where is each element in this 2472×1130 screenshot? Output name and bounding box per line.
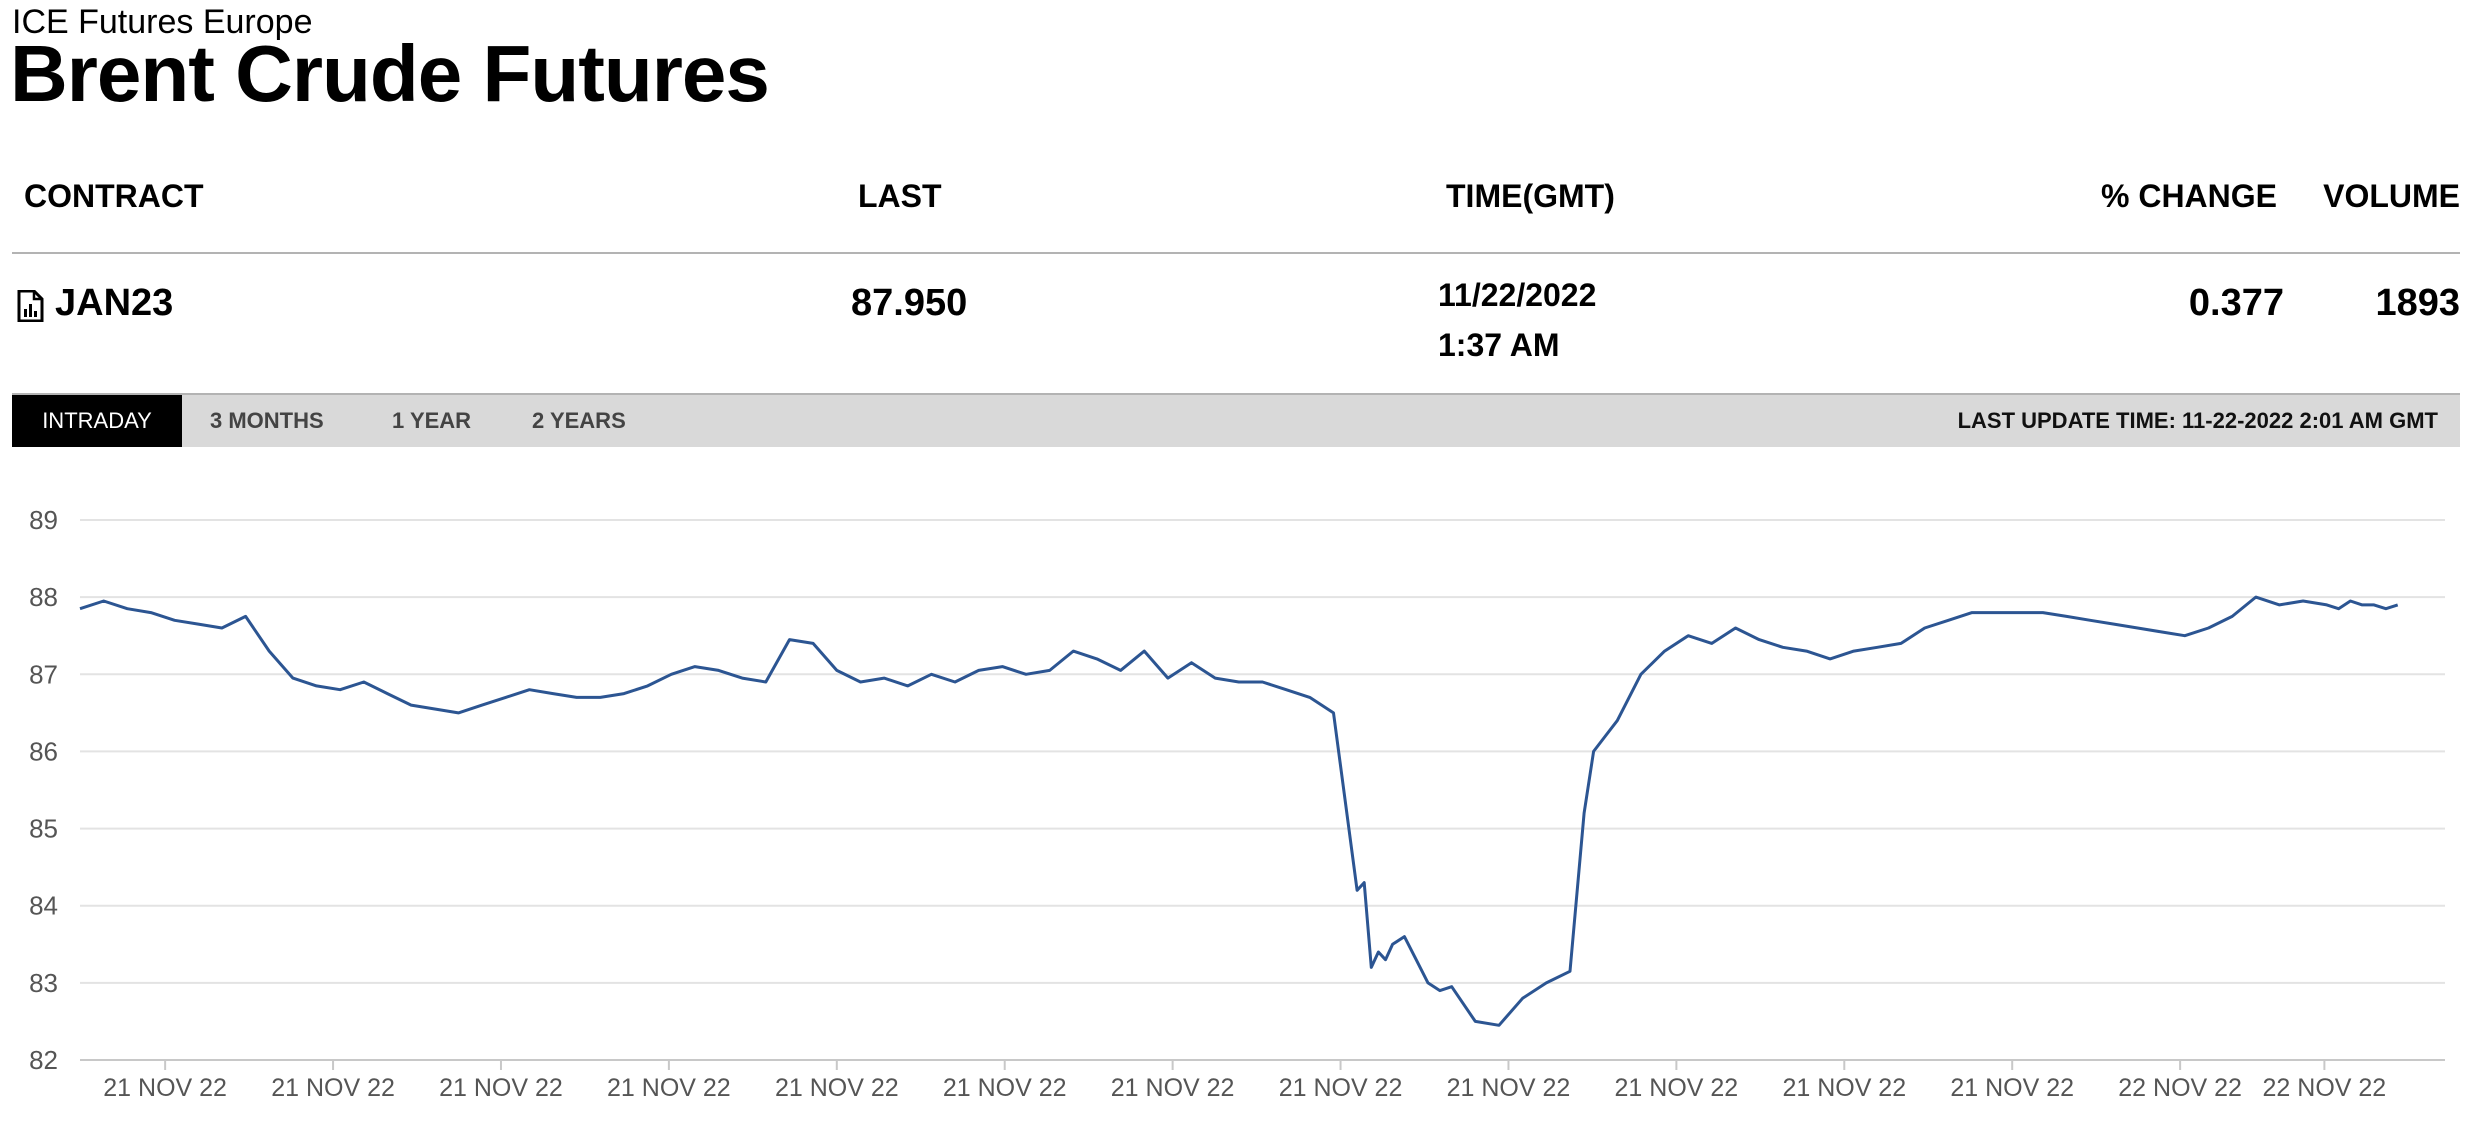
y-tick-label: 84 [29, 891, 58, 921]
x-tick-label: 21 NOV 22 [607, 1074, 731, 1102]
x-tick-label: 21 NOV 22 [103, 1074, 227, 1102]
y-tick-label: 83 [29, 968, 58, 998]
x-tick-label: 21 NOV 22 [1111, 1074, 1235, 1102]
x-tick-label: 21 NOV 22 [1950, 1074, 2074, 1102]
col-header-volume: VOLUME [2323, 178, 2460, 214]
y-tick-label: 89 [29, 505, 58, 535]
tab-intraday[interactable]: INTRADAY [12, 395, 182, 447]
document-chart-icon[interactable] [16, 290, 44, 322]
price-series-line [79, 595, 2399, 1027]
x-tick-label: 21 NOV 22 [775, 1074, 899, 1102]
trade-time: 1:37 AM [1438, 327, 1560, 363]
page-title: Brent Crude Futures [10, 29, 770, 118]
x-tick-label: 21 NOV 22 [943, 1074, 1067, 1102]
last-price: 87.950 [851, 282, 968, 324]
x-tick-label: 21 NOV 22 [439, 1074, 563, 1102]
x-tick-label: 21 NOV 22 [1615, 1074, 1739, 1102]
exchange-name: ICE Futures Europe [12, 3, 313, 41]
last-update-time: LAST UPDATE TIME: 11-22-2022 2:01 AM GMT [1957, 408, 2438, 433]
percent-change: 0.377 [2188, 282, 2284, 324]
y-tick-label: 86 [29, 736, 58, 766]
y-tick-label: 88 [29, 582, 58, 612]
y-tick-label: 87 [29, 659, 58, 689]
col-header-last: LAST [858, 178, 942, 214]
trade-date: 11/22/2022 [1438, 277, 1597, 313]
col-header-change: % CHANGE [2100, 178, 2277, 214]
range-tab-bar: INTRADAY 3 MONTHS 1 YEAR 2 YEARS LAST UP… [12, 393, 2460, 447]
y-tick-label: 82 [29, 1045, 58, 1075]
tab-3-months[interactable]: 3 MONTHS [210, 408, 324, 433]
x-tick-label: 21 NOV 22 [1782, 1074, 1906, 1102]
x-tick-label: 22 NOV 22 [2118, 1074, 2242, 1102]
x-tick-label: 21 NOV 22 [1279, 1074, 1403, 1102]
x-tick-label: 21 NOV 22 [271, 1074, 395, 1102]
tab-1-year[interactable]: 1 YEAR [392, 408, 472, 433]
tab-2-years[interactable]: 2 YEARS [532, 408, 626, 433]
x-tick-label: 21 NOV 22 [1447, 1074, 1571, 1102]
y-tick-label: 85 [29, 814, 58, 844]
header-divider [12, 252, 2460, 254]
x-tick-label: 22 NOV 22 [2263, 1074, 2387, 1102]
col-header-time: TIME(GMT) [1446, 178, 1615, 214]
col-header-contract: CONTRACT [24, 178, 204, 214]
intraday-price-chart: 82 83 84 85 86 87 88 89 21 NOV 22 21 NOV 22 21 NOV… [29, 505, 2445, 1102]
contract-link[interactable]: JAN23 [55, 282, 174, 324]
volume: 1893 [2375, 282, 2460, 324]
